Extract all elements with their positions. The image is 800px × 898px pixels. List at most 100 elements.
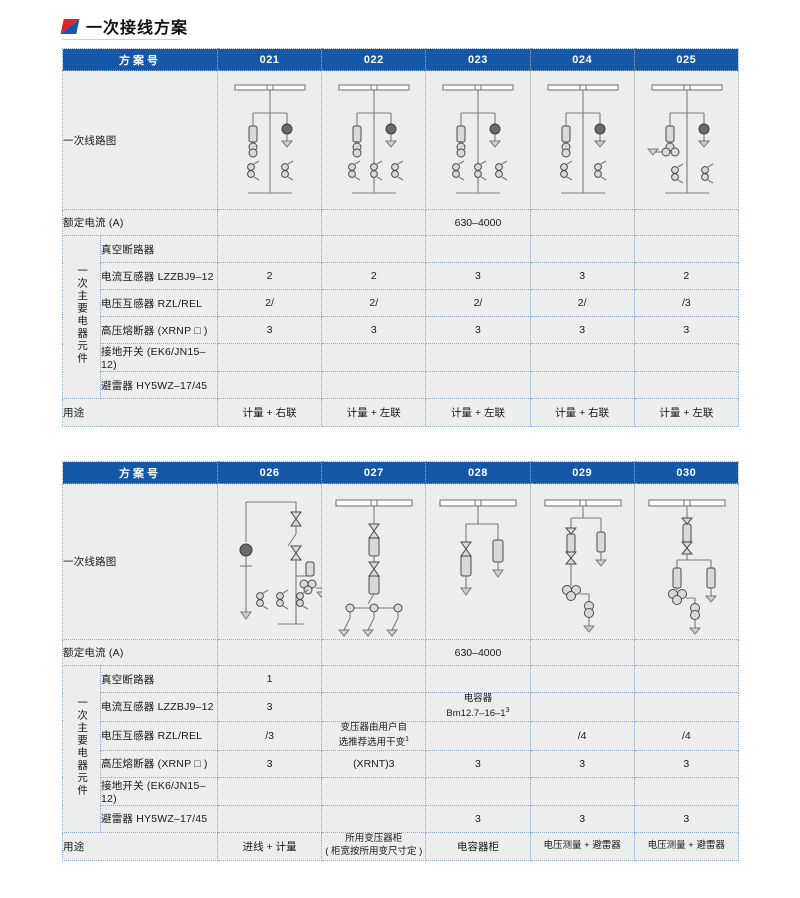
vcb-026: 1: [216, 665, 323, 693]
ct-024: 3: [529, 262, 635, 290]
row-label-arrester: 避雷器 HY5WZ–17/45: [100, 371, 218, 399]
vcb-027: [321, 665, 427, 693]
ct-030: [633, 692, 739, 722]
pt-022: 2/: [321, 289, 427, 317]
row-earth-switch: 接地开关 (EK6/JN15–12): [63, 343, 739, 372]
usage-029: 电压测量 + 避雷器: [529, 831, 635, 861]
diagram-cell-026: [216, 483, 323, 640]
header-scheme-023: 023: [425, 48, 531, 71]
page-title: 一次接线方案: [62, 14, 188, 38]
circuit-diagram-026: [239, 501, 322, 625]
fuse-028: 3: [425, 749, 531, 778]
circuit-diagram-024: [547, 84, 619, 194]
row-label-usage: 用途: [62, 831, 218, 861]
circuit-diagram-030: [648, 499, 726, 635]
arrester-023: [425, 371, 531, 399]
row-label-earth-switch: 接地开关 (EK6/JN15–12): [100, 343, 218, 372]
rated-030: [633, 639, 739, 666]
header-scheme-029: 029: [529, 461, 635, 484]
table-header-row: 方案号 021 022 023 024 025: [62, 48, 739, 71]
header-scheme-024: 024: [529, 48, 635, 71]
row-fuse: 高压熔断器 (XRNP □ ) 3 (XRNT)3 3 3 3: [63, 749, 739, 778]
row-label-diagram: 一次线路图: [62, 70, 218, 210]
row-rated-current: 额定电流 (A) 630–4000: [62, 639, 739, 666]
row-label-earth-switch: 接地开关 (EK6/JN15–12): [100, 776, 218, 806]
row-usage: 用途 计量 + 右联 计量 + 左联 计量 + 左联 计量 + 右联 计量 + …: [62, 398, 739, 427]
pt-026: /3: [216, 720, 323, 751]
row-diagram: 一次线路图: [62, 483, 739, 640]
arrester-029: 3: [529, 804, 635, 833]
pt-027-note: 1: [405, 735, 409, 743]
vcb-024: [529, 235, 635, 263]
earth-021: [216, 343, 323, 372]
ct-027: [321, 692, 427, 722]
circuit-diagram-027: [335, 499, 413, 637]
earth-024: [529, 343, 635, 372]
fuse-023: 3: [425, 316, 531, 344]
arrester-028: 3: [425, 804, 531, 833]
row-ct: 电流互感器 LZZBJ9–12 2 2 3 3 2: [63, 262, 739, 290]
rated-028: 630–4000: [425, 639, 531, 666]
title-divider: [62, 39, 182, 40]
row-fuse: 高压熔断器 (XRNP □ ) 3 3 3 3 3: [63, 316, 739, 344]
rated-025: [633, 209, 739, 236]
row-label-pt: 电压互感器 RZL/REL: [100, 289, 218, 317]
circuit-diagram-023: [442, 84, 514, 194]
rated-026: [216, 639, 323, 666]
row-usage: 用途 进线 + 计量 所用变压器柜( 柜宽按所用变尺寸定 ) 电容器柜 电压测量…: [62, 831, 739, 861]
circuit-diagram-029: [544, 499, 622, 633]
diagram-cell-022: [321, 70, 427, 210]
usage-030: 电压测量 + 避雷器: [633, 831, 739, 861]
pt-027-text: 变压器由用户自 选推荐选用干变: [338, 721, 408, 748]
diagram-cell-021: [216, 70, 323, 210]
row-rated-current: 额定电流 (A) 630–4000: [62, 209, 739, 236]
diagram-cell-024: [529, 70, 635, 210]
fuse-022: 3: [321, 316, 427, 344]
vcb-021: [216, 235, 323, 263]
vcb-022: [321, 235, 427, 263]
pt-021: 2/: [216, 289, 323, 317]
fuse-030: 3: [633, 749, 739, 778]
pt-023: 2/: [425, 289, 531, 317]
arrester-025: [633, 371, 739, 399]
row-earth-switch: 接地开关 (EK6/JN15–12): [63, 776, 739, 806]
diagram-cell-025: [633, 70, 739, 210]
rated-024: [529, 209, 635, 236]
usage-024: 计量 + 右联: [529, 398, 635, 427]
usage-028: 电容器柜: [425, 831, 531, 861]
header-scheme-028: 028: [425, 461, 531, 484]
scheme-table-2: 方案号 026 027 028 029 030 一次线路图: [62, 461, 739, 861]
row-label-diagram: 一次线路图: [62, 483, 218, 640]
diagram-cell-030: [633, 483, 739, 640]
vcb-030: [633, 665, 739, 693]
ct-029: [529, 692, 635, 722]
arrester-027: [321, 804, 427, 833]
vcb-025: [633, 235, 739, 263]
row-label-vcb: 真空断路器: [100, 665, 218, 693]
row-pt: 电压互感器 RZL/REL /3 变压器由用户自 选推荐选用干变1 /4 /4: [63, 720, 739, 751]
row-label-fuse: 高压熔断器 (XRNP □ ): [100, 316, 218, 344]
usage-021: 计量 + 右联: [216, 398, 323, 427]
arrester-030: 3: [633, 804, 739, 833]
rated-022: [321, 209, 427, 236]
row-ct: 电流互感器 LZZBJ9–12 3 电容器 Bm12.7–16–13: [63, 692, 739, 722]
earth-028: [425, 776, 531, 806]
arrester-022: [321, 371, 427, 399]
row-label-ct: 电流互感器 LZZBJ9–12: [100, 262, 218, 290]
rated-027: [321, 639, 427, 666]
rated-021: [216, 209, 323, 236]
earth-030: [633, 776, 739, 806]
fuse-025: 3: [633, 316, 739, 344]
earth-027: [321, 776, 427, 806]
row-label-arrester: 避雷器 HY5WZ–17/45: [100, 804, 218, 833]
rated-023: 630–4000: [425, 209, 531, 236]
rated-029: [529, 639, 635, 666]
ct-023: 3: [425, 262, 531, 290]
fuse-026: 3: [216, 749, 323, 778]
header-scheme-025: 025: [633, 48, 739, 71]
fuse-024: 3: [529, 316, 635, 344]
diagram-cell-027: [321, 483, 427, 640]
earth-022: [321, 343, 427, 372]
ct-028: 电容器 Bm12.7–16–13: [425, 692, 531, 722]
